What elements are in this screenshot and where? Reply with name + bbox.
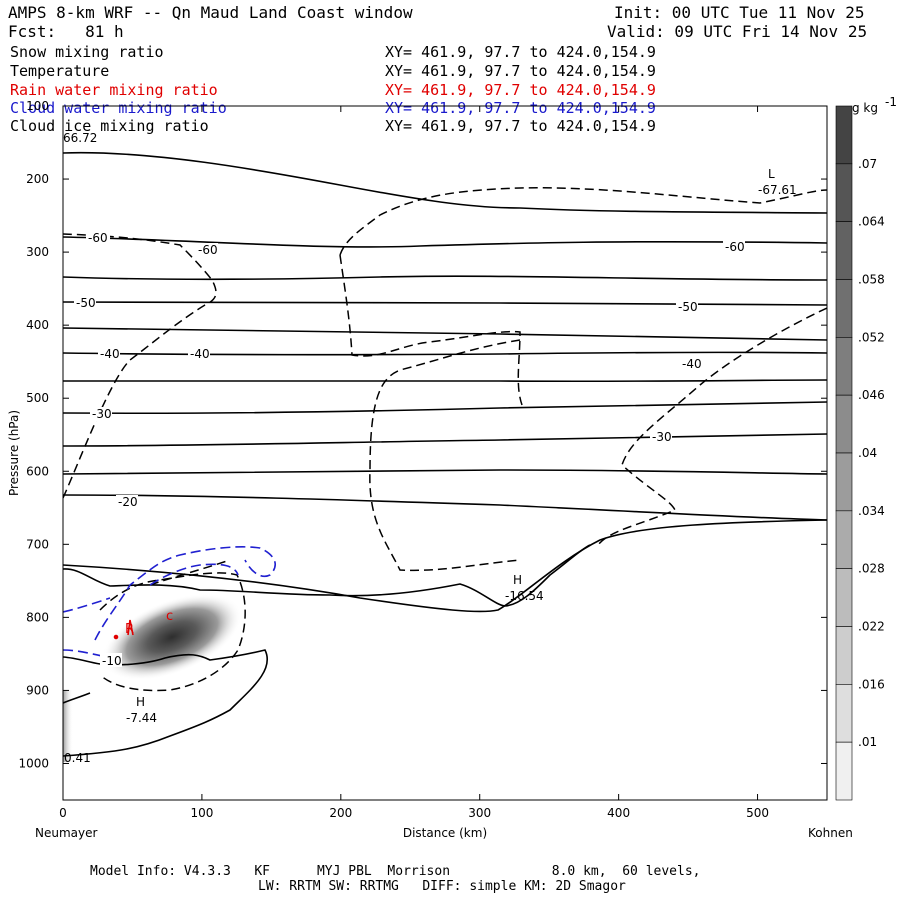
valid-time: Valid: 09 UTC Fri 14 Nov 25 [607,22,868,41]
colorbar-level-label: .046 [858,388,885,402]
contour-label: -60 [198,243,218,257]
y-tick-label: 100 [26,99,49,113]
field-xy-snow: XY= 461.9, 97.7 to 424.0,154.9 [385,43,656,61]
x-tick-labels: 0 100 200 300 400 500 [59,806,769,820]
init-time: Init: 00 UTC Tue 11 Nov 25 [614,3,865,22]
contour-label: -10 [102,654,122,668]
contour-label: -40 [100,347,120,361]
forecast-hour: Fcst: 81 h [8,22,124,41]
x-tick-label: 200 [329,806,352,820]
colorbar-unit-exponent: -1 [885,95,897,109]
plot-area [63,151,827,762]
colorbar-level-label: .034 [858,504,885,518]
extremum-type-label: H [136,695,145,709]
colorbar-unit: g kg [852,101,878,115]
cloud-ice-contours [63,187,827,692]
contour-label: -60 [88,231,108,245]
y-tick-label: 500 [26,391,49,405]
colorbar-swatch [835,741,853,801]
extrema-labels: L -67.61 H -16.54 H -7.44 66.72 0.41 [63,131,797,765]
contour-label: -30 [92,407,112,421]
left-endpoint-label: Neumayer [35,826,97,840]
colorbar-level-label: .016 [858,677,885,691]
field-name-cloud-water: Cloud water mixing ratio [10,99,227,117]
corner-value-top: 66.72 [63,131,97,145]
rain-label: c [166,609,173,624]
extremum-type-label: L [768,167,775,181]
colorbar-swatch [835,452,853,512]
temperature-contours [63,151,827,757]
contour-label: -20 [118,495,138,509]
field-xy-cloud-water: XY= 461.9, 97.7 to 424.0,154.9 [385,99,656,117]
colorbar-swatch [835,626,853,685]
x-tick-label: 500 [746,806,769,820]
x-tick-label: 300 [468,806,491,820]
y-tick-marks [63,105,827,764]
field-xy-rain: XY= 461.9, 97.7 to 424.0,154.9 [385,81,656,99]
contour-label: -40 [682,357,702,371]
contour-labels: -60 -60 -60 -50 -50 -40 -40 -40 -30 -30 … [74,230,745,668]
extremum-value-label: -7.44 [126,711,157,725]
right-endpoint-label: Kohnen [808,826,853,840]
extremum-type-label: H [513,573,522,587]
colorbar-level-label: .07 [858,157,877,171]
rain-label: R [125,622,134,637]
field-xy-cloud-ice: XY= 461.9, 97.7 to 424.0,154.9 [385,117,656,135]
field-xy-temperature: XY= 461.9, 97.7 to 424.0,154.9 [385,62,656,80]
x-tick-label: 0 [59,806,67,820]
colorbar-swatch [835,510,853,569]
colorbar-level-label: .064 [858,215,885,229]
cloud-water-contours [63,546,276,658]
colorbar: .07 .064 .058 .052 .046 .04 .034 .028 .022 .016 .0… [835,105,885,801]
field-name-snow: Snow mixing ratio [10,43,164,61]
colorbar-swatch [835,337,853,396]
y-tick-label: 300 [26,245,49,259]
y-tick-label: 1000 [18,756,49,770]
field-name-rain: Rain water mixing ratio [10,81,218,99]
x-axis-title: Distance (km) [403,826,487,840]
rain-labels: c R [125,609,173,637]
field-name-cloud-ice: Cloud ice mixing ratio [10,117,209,135]
colorbar-swatch [835,684,853,743]
field-name-temperature: Temperature [10,62,110,80]
x-tick-label: 100 [190,806,213,820]
colorbar-level-label: .052 [858,330,885,344]
colorbar-level-label: .04 [858,446,877,460]
x-tick-marks [62,106,759,800]
y-tick-labels: 100 200 300 400 500 600 700 800 900 1000 [18,99,49,770]
y-tick-label: 400 [26,318,49,332]
snow-shading-edge [63,690,73,762]
colorbar-swatch [835,163,853,222]
colorbar-level-label: .058 [858,273,885,287]
contour-label: -50 [678,300,698,314]
y-tick-label: 600 [26,464,49,478]
colorbar-swatch [835,221,853,280]
contour-label: -30 [652,430,672,444]
x-tick-label: 400 [607,806,630,820]
model-info-line1: Model Info: V4.3.3 KF MYJ PBL Morrison 8… [90,864,701,879]
extremum-value-label: -67.61 [758,183,797,197]
colorbar-swatch [835,105,853,165]
model-info-line2: LW: RRTM SW: RRTMG DIFF: simple KM: 2D S… [258,879,626,894]
y-tick-label: 200 [26,172,49,186]
contour-label: -50 [76,296,96,310]
colorbar-level-label: .028 [858,562,885,576]
contour-label: -60 [725,240,745,254]
plot-frame [62,105,828,801]
plot-title: AMPS 8-km WRF -- Qn Maud Land Coast wind… [8,3,413,22]
contour-label: -40 [190,347,210,361]
y-axis-title: Pressure (hPa) [7,410,21,496]
extremum-value-label: -16.54 [505,589,544,603]
colorbar-swatch [835,279,853,338]
corner-value-bottom: 0.41 [64,751,91,765]
colorbar-level-label: .01 [858,735,877,749]
y-tick-label: 700 [26,537,49,551]
rain-water-contours [113,619,134,640]
colorbar-swatch [835,568,853,627]
colorbar-swatch [835,394,853,454]
y-tick-label: 900 [26,683,49,697]
colorbar-level-label: .022 [858,620,885,634]
y-tick-label: 800 [26,610,49,624]
